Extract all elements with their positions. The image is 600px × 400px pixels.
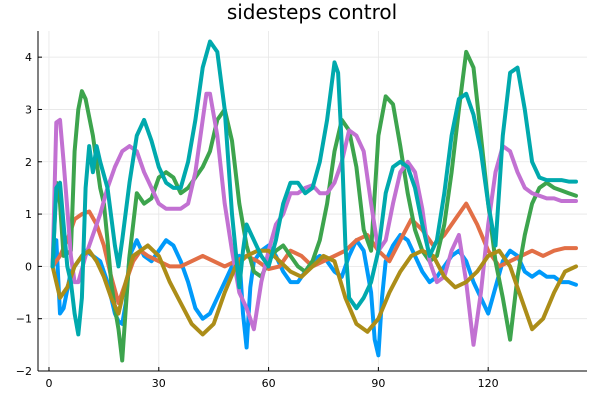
y-tick-label-3: 1 <box>25 208 32 221</box>
x-tick-label-4: 120 <box>478 377 499 390</box>
series-line-2 <box>50 201 578 305</box>
series-layer <box>50 39 578 363</box>
x-tick-label-2: 60 <box>262 377 276 390</box>
y-tick-label-1: −1 <box>16 313 32 326</box>
y-tick-label-0: −2 <box>16 365 32 378</box>
chart-title: sidesteps control <box>227 0 397 24</box>
series-line-5 <box>50 243 578 337</box>
y-tick-label-6: 4 <box>25 51 32 64</box>
series-line-3 <box>50 49 578 363</box>
x-tick-label-1: 30 <box>152 377 166 390</box>
y-tick-label-2: 0 <box>25 260 32 273</box>
x-tick-label-0: 0 <box>45 377 52 390</box>
series-line-4 <box>50 91 578 347</box>
y-tick-label-5: 3 <box>25 103 32 116</box>
axes-layer: 0 30 60 90 120 −2 −1 0 1 2 3 4 <box>16 31 587 390</box>
y-tick-label-4: 2 <box>25 156 32 169</box>
x-tick-label-3: 90 <box>371 377 385 390</box>
series-line-6 <box>50 39 578 337</box>
